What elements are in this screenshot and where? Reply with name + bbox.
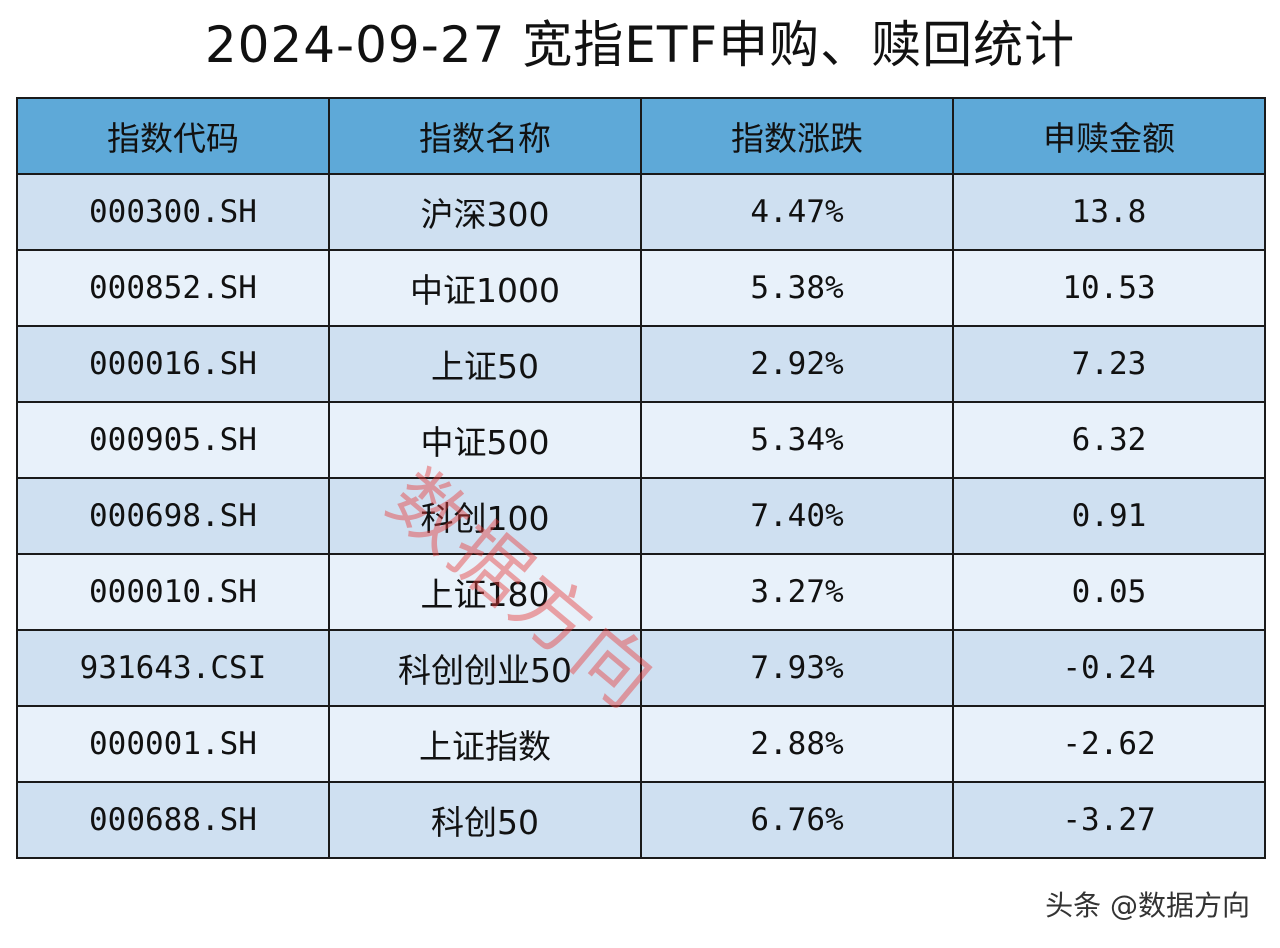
header-index-name: 指数名称: [328, 97, 642, 175]
index-change-cell: 5.34%: [640, 401, 954, 479]
index-name-cell: 中证500: [328, 401, 642, 479]
index-name-cell: 上证50: [328, 325, 642, 403]
table-row: 000905.SH 中证500 5.34% 6.32: [16, 401, 1266, 479]
index-name-cell: 科创50: [328, 781, 642, 859]
amount-cell: 0.91: [952, 477, 1266, 555]
index-change-cell: 3.27%: [640, 553, 954, 631]
index-name-cell: 上证180: [328, 553, 642, 631]
index-change-cell: 2.92%: [640, 325, 954, 403]
amount-cell: -2.62: [952, 705, 1266, 783]
index-code-cell: 000300.SH: [16, 173, 330, 251]
index-code-cell: 000905.SH: [16, 401, 330, 479]
index-code-cell: 000688.SH: [16, 781, 330, 859]
index-change-cell: 2.88%: [640, 705, 954, 783]
table-row: 931643.CSI 科创创业50 7.93% -0.24: [16, 629, 1266, 707]
index-code-cell: 931643.CSI: [16, 629, 330, 707]
index-name-cell: 上证指数: [328, 705, 642, 783]
index-code-cell: 000010.SH: [16, 553, 330, 631]
amount-cell: 0.05: [952, 553, 1266, 631]
index-name-cell: 沪深300: [328, 173, 642, 251]
amount-cell: -3.27: [952, 781, 1266, 859]
table-row: 000016.SH 上证50 2.92% 7.23: [16, 325, 1266, 403]
table-header-row: 指数代码 指数名称 指数涨跌 申赎金额: [16, 97, 1266, 175]
index-code-cell: 000698.SH: [16, 477, 330, 555]
header-index-change: 指数涨跌: [640, 97, 954, 175]
page-title: 2024-09-27 宽指ETF申购、赎回统计: [204, 16, 1076, 74]
index-name-cell: 科创创业50: [328, 629, 642, 707]
index-change-cell: 7.40%: [640, 477, 954, 555]
amount-cell: -0.24: [952, 629, 1266, 707]
amount-cell: 10.53: [952, 249, 1266, 327]
index-code-cell: 000852.SH: [16, 249, 330, 327]
index-change-cell: 4.47%: [640, 173, 954, 251]
table-row: 000300.SH 沪深300 4.47% 13.8: [16, 173, 1266, 251]
header-subscription-redemption-amount: 申赎金额: [952, 97, 1266, 175]
etf-statistics-table: 指数代码 指数名称 指数涨跌 申赎金额 000300.SH 沪深300 4.47…: [16, 97, 1266, 859]
index-name-cell: 科创100: [328, 477, 642, 555]
table-row: 000010.SH 上证180 3.27% 0.05: [16, 553, 1266, 631]
header-index-code: 指数代码: [16, 97, 330, 175]
index-code-cell: 000001.SH: [16, 705, 330, 783]
index-name-cell: 中证1000: [328, 249, 642, 327]
index-code-cell: 000016.SH: [16, 325, 330, 403]
index-change-cell: 6.76%: [640, 781, 954, 859]
table-row: 000698.SH 科创100 7.40% 0.91: [16, 477, 1266, 555]
index-change-cell: 7.93%: [640, 629, 954, 707]
source-credit: 头条 @数据方向: [1045, 889, 1250, 922]
amount-cell: 13.8: [952, 173, 1266, 251]
table-row: 000852.SH 中证1000 5.38% 10.53: [16, 249, 1266, 327]
index-change-cell: 5.38%: [640, 249, 954, 327]
amount-cell: 7.23: [952, 325, 1266, 403]
table-row: 000001.SH 上证指数 2.88% -2.62: [16, 705, 1266, 783]
table-row: 000688.SH 科创50 6.76% -3.27: [16, 781, 1266, 859]
amount-cell: 6.32: [952, 401, 1266, 479]
